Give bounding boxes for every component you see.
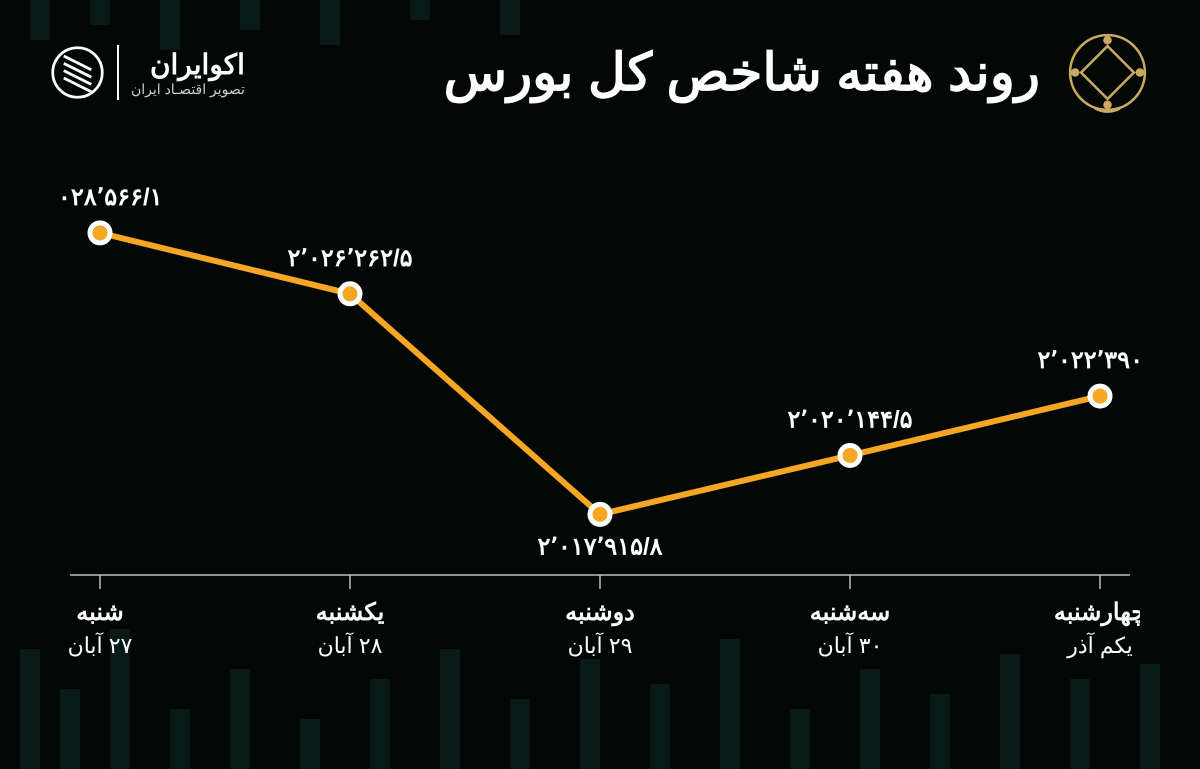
- x-axis-date: یکم آذر: [1066, 632, 1133, 659]
- x-axis-date: ۲۹ آبان: [568, 632, 633, 658]
- line-chart: شنبه ۲۷ آبان یکشنبه ۲۸ آبان دوشنبه ۲۹ آبان سه‌…: [60, 165, 1140, 685]
- x-axis-date: ۲۸ آبان: [318, 632, 383, 658]
- brand-swirl-icon: [50, 45, 105, 100]
- chart-svg: شنبه ۲۷ آبان یکشنبه ۲۸ آبان دوشنبه ۲۹ آبان سه‌…: [60, 165, 1140, 685]
- x-axis-day: چهارشنبه: [1054, 599, 1140, 627]
- x-axis-date: ۳۰ آبان: [818, 632, 883, 658]
- data-point-value: ۲٬۰۲۲٬۳۹۰/۹: [1037, 347, 1140, 374]
- data-point-marker: [590, 504, 610, 524]
- brand-name: اکوایران: [131, 48, 245, 81]
- header: روند هفته شاخص کل بورس اکوایران تصویر اق…: [0, 0, 1200, 125]
- brand-logo: اکوایران تصویر اقتصـاد ایران: [50, 45, 245, 100]
- exchange-logo-icon: [1065, 30, 1150, 115]
- x-axis-day: سه‌شنبه: [810, 599, 890, 626]
- data-point-value: ۲٬۰۱۷٬۹۱۵/۸: [537, 533, 662, 560]
- chart-title: روند هفته شاخص کل بورس: [444, 43, 1040, 103]
- x-axis-date: ۲۷ آبان: [68, 632, 133, 658]
- data-point-value: ۲٬۰۲۶٬۲۶۲/۵: [287, 245, 412, 272]
- data-point-marker: [340, 284, 360, 304]
- data-point-marker: [1090, 386, 1110, 406]
- brand-tagline: تصویر اقتصـاد ایران: [131, 81, 245, 98]
- data-point-marker: [90, 223, 110, 243]
- x-axis-day: شنبه: [76, 599, 123, 626]
- data-point-value: ۲٬۰۲۰٬۱۴۴/۵: [787, 406, 912, 433]
- data-point-marker: [840, 445, 860, 465]
- x-axis-day: یکشنبه: [316, 599, 385, 626]
- brand-divider: [117, 45, 119, 100]
- data-point-value: ۲٬۰۲۸٬۵۶۶/۱: [60, 184, 163, 211]
- x-axis-day: دوشنبه: [565, 599, 635, 627]
- series-line: [100, 233, 1100, 514]
